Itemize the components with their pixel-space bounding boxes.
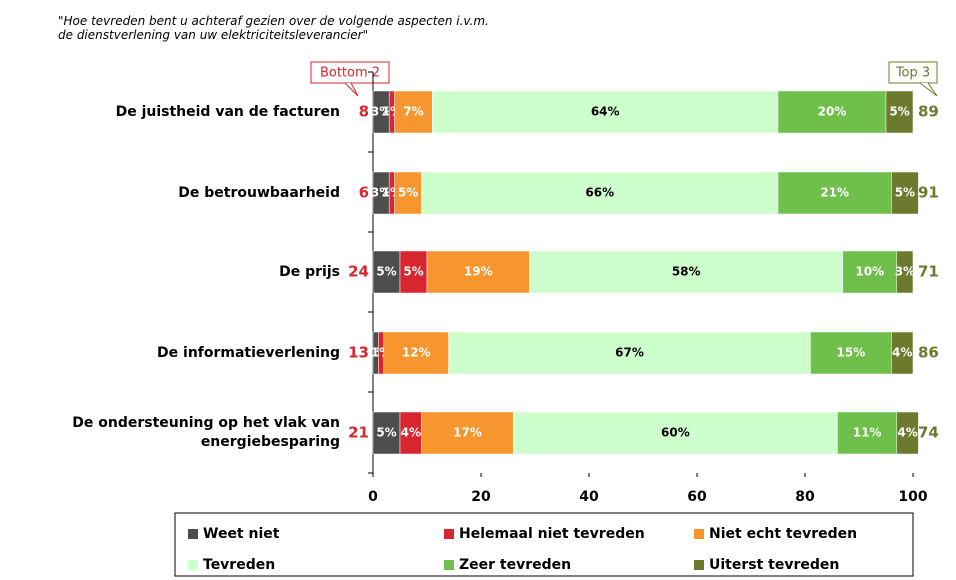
bottom2-value: 6 <box>359 184 369 202</box>
legend-label: Uiterst tevreden <box>709 557 839 573</box>
data-label: 21% <box>820 186 849 200</box>
bar-segment <box>421 171 779 215</box>
data-label: 58% <box>672 265 701 279</box>
data-label: 5% <box>403 265 423 279</box>
x-tick-label: 20 <box>471 489 491 505</box>
bar-segment <box>777 90 887 134</box>
bar-segment <box>885 90 914 134</box>
legend-label: Niet echt tevreden <box>709 526 857 542</box>
legend-box <box>174 512 914 577</box>
data-label: 3% <box>371 186 391 200</box>
bar-segment <box>372 411 401 455</box>
data-label: 4% <box>892 346 912 360</box>
legend-label: Zeer tevreden <box>459 557 571 573</box>
bar-segment <box>896 411 919 455</box>
category-label: De informatieverlening <box>157 344 340 361</box>
bottom2-value: 24 <box>348 263 369 281</box>
title-line: "Hoe tevreden bent u achteraf gezien ove… <box>58 14 489 28</box>
bar-segment <box>421 411 514 455</box>
title-line: de dienstverlening van uw elektriciteits… <box>58 28 369 42</box>
legend-label: Weet niet <box>203 526 280 542</box>
bottom2-arrow <box>344 82 359 97</box>
data-label: 10% <box>855 265 884 279</box>
bar-segment <box>896 250 914 294</box>
data-label: 20% <box>818 105 847 119</box>
x-tick-label: 0 <box>368 489 378 505</box>
bar-segment <box>891 331 914 375</box>
bottom2-value: 8 <box>359 103 369 121</box>
top3-label: Top 3 <box>895 66 930 81</box>
top3-value: 86 <box>918 344 939 362</box>
bar-segment <box>394 90 433 134</box>
category-label: De prijs <box>279 263 340 280</box>
category-label: De ondersteuning op het vlak van energie… <box>72 415 340 450</box>
legend-swatch <box>188 529 198 539</box>
x-tick-label: 40 <box>579 489 599 505</box>
top3-value: 71 <box>918 263 939 281</box>
data-label: 3% <box>371 105 391 119</box>
bar-segment <box>529 250 844 294</box>
top3-box <box>888 61 938 84</box>
data-label: 66% <box>585 186 614 200</box>
legend-label: Helemaal niet tevreden <box>459 526 645 542</box>
bottom2-label: Bottom 2 <box>320 66 380 81</box>
data-label: 3% <box>895 265 915 279</box>
data-label: 12% <box>402 346 431 360</box>
bar-segment <box>837 411 898 455</box>
category-label: De juistheid van de facturen <box>115 103 340 120</box>
top3-arrow <box>919 82 938 97</box>
bar-segment <box>383 331 449 375</box>
top3-value: 89 <box>918 103 939 121</box>
data-label: 4% <box>897 426 917 440</box>
bar-segment <box>448 331 811 375</box>
bar-segment <box>372 250 401 294</box>
bottom2-value: 21 <box>348 424 369 442</box>
bar-segment <box>842 250 898 294</box>
data-label: 11% <box>853 426 882 440</box>
top3-value: 91 <box>918 184 939 202</box>
data-label: 60% <box>661 426 690 440</box>
data-label: 64% <box>591 105 620 119</box>
bar-segment <box>777 171 892 215</box>
x-tick-label: 80 <box>795 489 815 505</box>
category-label: De betrouwbaarheid <box>178 184 340 201</box>
bar-segment <box>399 250 428 294</box>
legend-swatch <box>444 560 454 570</box>
top3-value: 74 <box>918 424 939 442</box>
bar-segment <box>891 171 919 215</box>
legend-label: Tevreden <box>203 557 275 573</box>
data-label: 5% <box>889 105 909 119</box>
bar-segment <box>426 250 530 294</box>
legend-swatch <box>444 529 454 539</box>
data-label: 17% <box>453 426 482 440</box>
legend-swatch <box>694 560 704 570</box>
bottom2-value: 13 <box>348 344 369 362</box>
data-label: 4% <box>401 426 421 440</box>
data-label: 5% <box>895 186 915 200</box>
data-label: 67% <box>615 346 644 360</box>
data-label: 15% <box>837 346 866 360</box>
data-label: 7% <box>403 105 423 119</box>
data-label: 5% <box>376 265 396 279</box>
bar-segment <box>513 411 838 455</box>
legend-swatch <box>694 529 704 539</box>
bar-segment <box>394 171 422 215</box>
x-tick-label: 60 <box>687 489 707 505</box>
legend-swatch <box>188 560 198 570</box>
x-tick-label: 100 <box>898 489 927 505</box>
data-label: 5% <box>398 186 418 200</box>
data-label: 19% <box>464 265 493 279</box>
data-label: 5% <box>376 426 396 440</box>
